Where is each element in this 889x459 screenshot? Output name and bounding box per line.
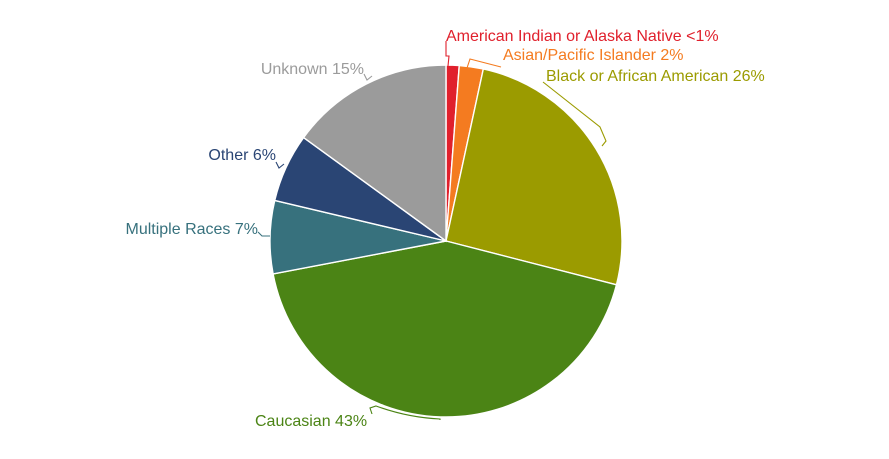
slice-label-black-or-african-american: Black or African American 26%	[546, 68, 765, 85]
slice-label-asian-pacific-islander: Asian/Pacific Islander 2%	[503, 47, 684, 64]
slice-label-multiple-races: Multiple Races 7%	[126, 221, 259, 238]
leader-line-caucasian	[369, 405, 441, 420]
leader-line-multiple-races	[257, 231, 270, 237]
pie-slices	[269, 64, 623, 418]
pie-slice-unknown	[302, 64, 447, 243]
pie-slice-black-or-african-american	[445, 68, 623, 286]
slice-label-unknown: Unknown 15%	[261, 61, 364, 78]
leader-line-other	[275, 161, 285, 169]
slice-label-american-indian-or-alaska-native: American Indian or Alaska Native <1%	[446, 28, 719, 45]
leader-line-unknown	[363, 73, 373, 81]
leader-line-black-or-african-american	[542, 81, 607, 147]
leader-line-asian-pacific-islander	[466, 58, 502, 69]
pie-slice-caucasian	[272, 240, 618, 418]
slice-labels: American Indian or Alaska Native <1% Asia…	[126, 28, 765, 430]
leader-line-american-indian-or-alaska-native	[445, 41, 450, 67]
slice-label-other: Other 6%	[208, 147, 276, 164]
leader-lines	[257, 41, 607, 420]
slice-label-caucasian: Caucasian 43%	[255, 413, 367, 430]
